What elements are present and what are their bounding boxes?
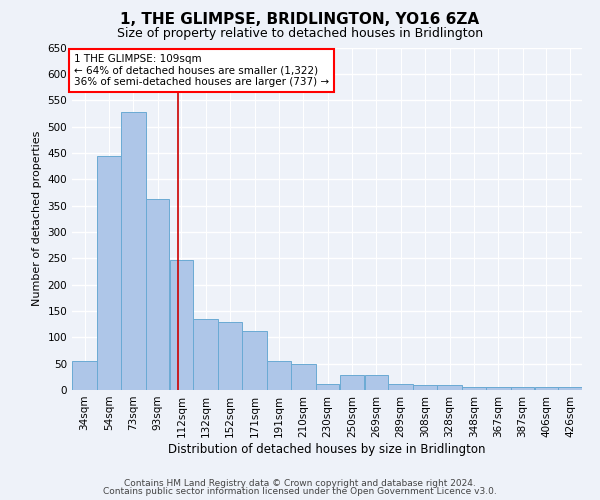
Bar (413, 384, 437, 390)
Bar (535, 388, 558, 390)
Bar (121, 112, 146, 390)
Y-axis label: Number of detached properties: Number of detached properties (32, 131, 42, 306)
Bar (193, 319, 218, 390)
Text: 1, THE GLIMPSE, BRIDLINGTON, YO16 6ZA: 1, THE GLIMPSE, BRIDLINGTON, YO16 6ZA (121, 12, 479, 28)
Bar (388, 384, 413, 390)
Text: Size of property relative to detached houses in Bridlington: Size of property relative to detached ho… (117, 28, 483, 40)
Text: Contains HM Land Registry data © Crown copyright and database right 2024.: Contains HM Land Registry data © Crown c… (124, 478, 476, 488)
Bar (170, 260, 193, 390)
Bar (242, 331, 267, 390)
Bar (97, 156, 121, 390)
Bar (72, 361, 97, 390)
Bar (340, 375, 364, 390)
Text: Contains public sector information licensed under the Open Government Licence v3: Contains public sector information licen… (103, 487, 497, 496)
X-axis label: Distribution of detached houses by size in Bridlington: Distribution of detached houses by size … (168, 442, 486, 456)
Text: 1 THE GLIMPSE: 109sqm
← 64% of detached houses are smaller (1,322)
36% of semi-d: 1 THE GLIMPSE: 109sqm ← 64% of detached … (74, 54, 329, 87)
Bar (146, 198, 169, 390)
Bar (559, 388, 582, 390)
Bar (218, 322, 242, 390)
Bar (291, 364, 316, 390)
Bar (511, 388, 535, 390)
Bar (365, 375, 388, 390)
Bar (437, 384, 462, 390)
Bar (267, 361, 290, 390)
Bar (486, 388, 511, 390)
Bar (316, 384, 340, 390)
Bar (462, 388, 485, 390)
